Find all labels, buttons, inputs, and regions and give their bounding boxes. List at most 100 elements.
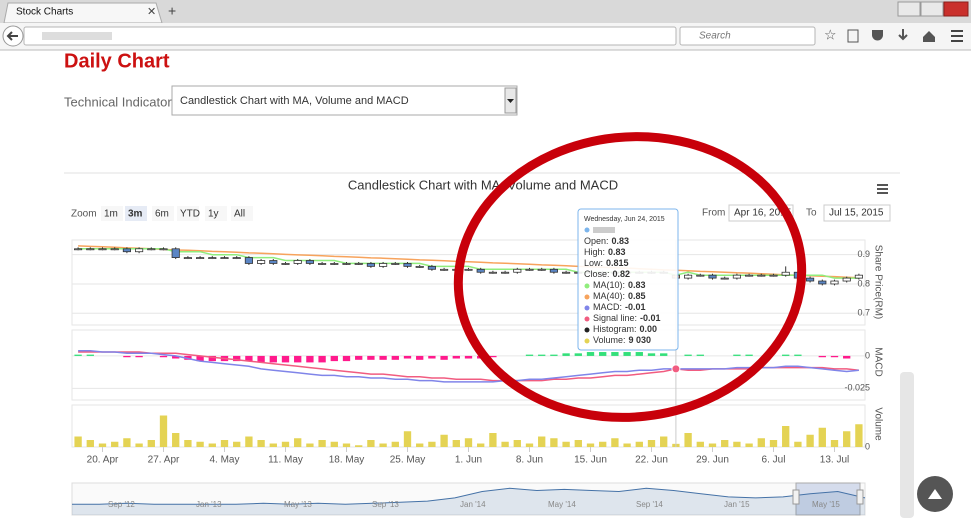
url-bar[interactable] <box>23 26 677 46</box>
tooltip-value: -0.01 <box>625 302 646 312</box>
tooltip-label: Low: <box>584 258 603 268</box>
candle-body <box>281 263 290 265</box>
zoom-button[interactable] <box>125 206 147 221</box>
x-tick-label: 29. Jun <box>696 455 729 466</box>
candle-body <box>696 274 705 277</box>
histogram-bar <box>391 355 399 360</box>
x-tick-label: 6. Jul <box>762 455 786 466</box>
tooltip-label: Volume: <box>593 335 626 345</box>
navigator-line <box>72 487 866 505</box>
tooltip-date: Wednesday, Jun 24, 2015 <box>584 216 665 223</box>
tooltip-value: 0.82 <box>613 269 631 279</box>
histogram-bar <box>123 355 131 358</box>
x-tick-label: 20. Apr <box>87 455 119 466</box>
zoom-button[interactable] <box>177 206 199 221</box>
candle-body <box>232 257 241 259</box>
candle-body <box>354 263 363 265</box>
histogram-bar <box>440 355 448 360</box>
zoom-button[interactable] <box>231 206 253 221</box>
menu-icon[interactable] <box>951 30 963 42</box>
from-input[interactable] <box>728 204 794 222</box>
histogram-bar <box>586 352 595 356</box>
home-icon[interactable] <box>923 31 935 42</box>
candle-body <box>110 248 119 251</box>
histogram-bar <box>647 353 656 356</box>
tooltip-value: 0.85 <box>628 291 646 301</box>
close-window[interactable] <box>943 1 969 17</box>
volume-axis-title: Volume <box>872 407 883 441</box>
minimize[interactable] <box>897 1 921 17</box>
navigator-label: Sep '12 <box>108 500 135 509</box>
navigator-selection <box>795 482 861 516</box>
tooltip-row: Close: 0.82 <box>584 269 630 279</box>
new-tab[interactable]: + <box>168 3 176 19</box>
histogram-bar <box>599 352 607 356</box>
histogram-bar <box>306 355 314 363</box>
download-icon[interactable] <box>898 29 908 41</box>
candle-body <box>830 280 839 285</box>
zoom-button[interactable] <box>101 206 123 221</box>
price-axis-title: Share Price(RM) <box>872 245 883 319</box>
tab-title: Stock Charts <box>16 7 73 18</box>
histogram-bar <box>696 354 704 356</box>
volume-bar <box>111 441 119 447</box>
navigator-handle[interactable] <box>856 489 864 505</box>
tooltip <box>577 208 679 351</box>
to-input[interactable] <box>823 204 891 222</box>
tooltip-value: 0.83 <box>612 236 630 246</box>
candle-body <box>366 263 375 267</box>
volume-bar <box>391 441 399 447</box>
candle-body <box>842 277 851 282</box>
candle-body <box>330 263 339 265</box>
volume-bar <box>245 436 253 447</box>
indicator-select[interactable] <box>171 85 518 116</box>
reader-icon[interactable] <box>847 29 859 43</box>
to-date: Jul 15, 2015 <box>829 208 884 219</box>
tooltip-row: Signal line: -0.01 <box>593 313 661 323</box>
navigator-label: Sep '14 <box>636 500 663 509</box>
histogram-bar <box>355 355 363 360</box>
search-box[interactable] <box>679 26 816 46</box>
zoom-button[interactable] <box>205 206 227 221</box>
from-label: From <box>702 208 725 219</box>
tooltip-dot <box>584 338 590 344</box>
chart-title: Candlestick Chart with MA, Volume and MA… <box>348 177 618 192</box>
navigator-label: May '13 <box>284 500 312 509</box>
volume-bar <box>294 438 302 447</box>
tooltip-label: MA(10): <box>593 280 625 290</box>
volume-bar <box>367 440 375 447</box>
zoom-button-label: 1m <box>104 209 118 220</box>
volume-bar <box>208 443 216 447</box>
x-tick-label: 13. Jul <box>820 455 849 466</box>
volume-bar <box>782 426 790 447</box>
bookmark-icon[interactable]: ☆ <box>824 27 837 43</box>
tooltip-label: High: <box>584 247 605 257</box>
tooltip-row: Histogram: 0.00 <box>593 324 657 334</box>
select-arrow <box>507 99 514 103</box>
volume-bar <box>733 441 741 447</box>
candle-body <box>549 268 558 273</box>
tooltip-label: Open: <box>584 236 609 246</box>
volume-bar <box>403 431 412 447</box>
volume-bar <box>635 441 643 447</box>
histogram-bar <box>538 354 546 356</box>
url-blurred <box>42 32 112 40</box>
candle-body <box>501 271 510 274</box>
histogram-bar <box>330 355 338 362</box>
candle-body <box>537 268 546 271</box>
histogram-bar <box>818 355 826 358</box>
export-menu[interactable] <box>877 184 888 194</box>
zoom-button[interactable] <box>152 206 174 221</box>
candle-body <box>305 260 314 264</box>
navigator-handle[interactable] <box>792 489 800 505</box>
pane <box>71 329 866 401</box>
x-tick-label: 1. Jun <box>455 455 482 466</box>
maximize[interactable] <box>920 1 944 17</box>
pocket-icon[interactable] <box>872 30 883 41</box>
tooltip-row: MA(40): 0.85 <box>593 291 646 301</box>
candle-body <box>122 248 131 253</box>
candle-body <box>525 268 534 271</box>
tab-close[interactable]: ✕ <box>147 6 156 18</box>
histogram-bar <box>525 354 534 356</box>
histogram-bar <box>660 353 668 356</box>
